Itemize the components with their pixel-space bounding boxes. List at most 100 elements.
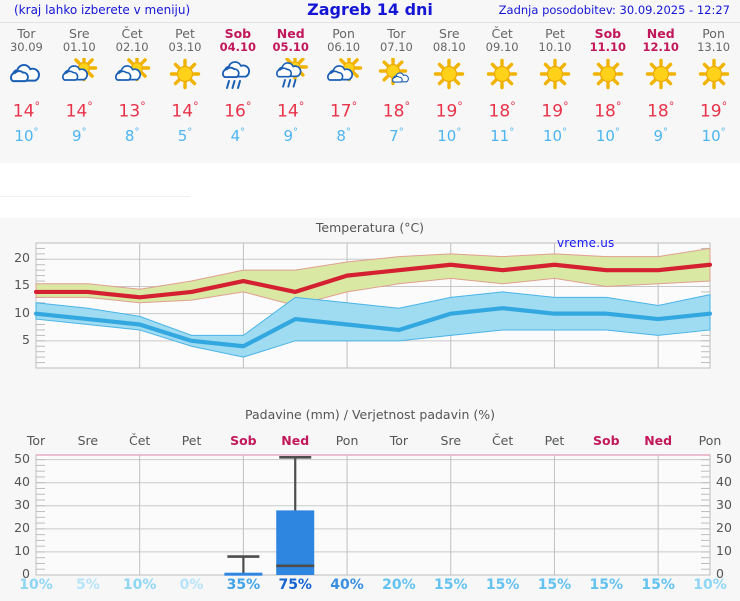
precipitation-probability-label: 15% [485,577,520,593]
degree-symbol: ° [509,126,515,138]
precipitation-probability-label: 40% [330,577,364,593]
day-date: 06.10 [327,40,361,54]
forecast-day-column[interactable]: Sob 11.10 18° 10° [582,23,634,146]
temperature-y-tick-label: 10 [14,304,30,320]
page-title: Zagreb 14 dni [307,0,433,19]
temp-min: 8° [318,123,370,146]
forecast-day-column[interactable]: Pon 13.10 19° 10° [688,23,740,146]
temp-min: 5° [159,123,211,146]
degree-symbol: ° [187,126,193,138]
temp-max-value: 14 [12,101,35,122]
precipitation-y-tick-label-left: 30 [14,496,30,512]
temp-min: 7° [370,123,422,146]
degree-symbol: ° [721,100,728,113]
degree-symbol: ° [87,100,93,113]
forecast-day-column[interactable]: Pet 03.10 14° 5° [159,23,211,146]
temp-min-value: 4 [230,126,241,145]
forecast-day-column[interactable]: Pon 06.10 17° 8° [318,23,370,146]
precipitation-day-label: Pet [181,433,202,448]
degree-symbol: ° [245,100,252,113]
temp-min-value: 10 [437,126,457,145]
degree-symbol: ° [81,126,87,138]
precipitation-probability-label: 15% [434,577,468,593]
daily-forecast-strip: Tor 30.09 14° 10° Sre 01.10 14° 9° Čet 02.10 13… [0,23,740,163]
degree-symbol: ° [562,126,568,138]
temp-max-value: 13 [118,101,141,122]
sunny-icon [159,56,211,94]
degree-symbol: ° [510,100,516,113]
day-date: 09.10 [485,40,519,54]
precipitation-chart: Padavine (mm) / Verjetnost padavin (%) T… [0,403,740,601]
forecast-day-column[interactable]: Čet 09.10 18° 11° [476,23,528,146]
temp-min: 11° [476,123,528,146]
temp-max-value: 18 [594,101,616,122]
temp-min: 9° [53,123,105,146]
degree-symbol: ° [563,100,569,113]
degree-symbol: ° [615,100,622,113]
degree-symbol: ° [193,100,199,113]
degree-symbol: ° [345,126,351,138]
degree-symbol: ° [293,126,298,138]
forecast-day-column[interactable]: Tor 30.09 14° 10° [0,23,52,146]
partly-sunny-icon [106,56,158,94]
precipitation-probability-label: 35% [226,577,261,593]
temp-min-value: 9 [72,126,82,145]
precipitation-probability-label: 75% [278,577,312,593]
day-of-week: Sob [594,26,622,41]
precipitation-plot [35,454,711,576]
precipitation-y-tick-label-left: 10 [14,542,30,558]
temperature-y-tick-label: 5 [22,331,30,347]
degree-symbol: ° [663,126,668,138]
degree-symbol: ° [33,126,39,138]
cloudy-icon [0,56,52,94]
temp-max-value: 16 [224,101,246,122]
forecast-day-column[interactable]: Ned 12.10 18° 9° [635,23,687,146]
day-date: 05.10 [272,40,309,54]
day-date: 03.10 [168,40,202,54]
forecast-day-column[interactable]: Pet 10.10 19° 10° [529,23,581,146]
sunny-small-cloud-icon [370,56,422,94]
precipitation-day-label: Ned [281,433,310,448]
day-of-week: Čet [121,26,143,41]
partly-sunny-rain-icon [265,56,317,94]
temp-min-value: 10 [14,126,34,145]
degree-symbol: ° [134,126,140,138]
day-date: 13.10 [697,40,731,54]
precipitation-y-tick-label-right: 0 [716,566,724,581]
temp-max: 14° [53,96,105,123]
temperature-chart: Temperatura (°C) vreme.us 5 10 15 20 [0,218,740,403]
degree-symbol: ° [34,100,41,113]
day-of-week: Tor [17,26,36,41]
precipitation-day-label: Čet [129,433,151,448]
temp-max-value: 18 [382,101,405,122]
temp-max: 19° [423,96,475,123]
day-date: 30.09 [9,40,43,54]
sunny-icon [688,56,740,94]
watermark: vreme.us [557,236,615,250]
forecast-day-column[interactable]: Tor 07.10 18° 7° [370,23,422,146]
precipitation-day-label: Tor [389,433,409,448]
forecast-day-column[interactable]: Sre 08.10 19° 10° [423,23,475,146]
precipitation-y-tick-label-right: 40 [716,473,732,489]
precipitation-y-tick-label-right: 10 [716,542,732,558]
temp-max: 17° [318,96,370,123]
forecast-day-column[interactable]: Sob 04.10 16° 4° [212,23,264,146]
day-date: 08.10 [432,40,466,54]
section-spacer [0,163,740,218]
precipitation-day-label: Ned [644,433,673,448]
temp-min-value: 9 [283,126,293,145]
forecast-day-column[interactable]: Čet 02.10 13° 8° [106,23,158,146]
degree-symbol: ° [351,100,358,113]
temp-min-value: 8 [124,126,135,145]
forecast-day-column[interactable]: Sre 01.10 14° 9° [53,23,105,146]
day-date: 07.10 [379,40,413,54]
temp-min: 8° [106,123,158,146]
forecast-day-column[interactable]: Ned 05.10 14° 9° [265,23,317,146]
temp-max-value: 19 [699,101,722,122]
precipitation-probability-label: 10% [122,577,157,593]
temp-max-value: 14 [171,101,194,122]
degree-symbol: ° [614,126,620,138]
temp-min: 4° [212,123,264,146]
precipitation-y-tick-label-left: 40 [14,473,30,489]
degree-symbol: ° [404,100,411,113]
